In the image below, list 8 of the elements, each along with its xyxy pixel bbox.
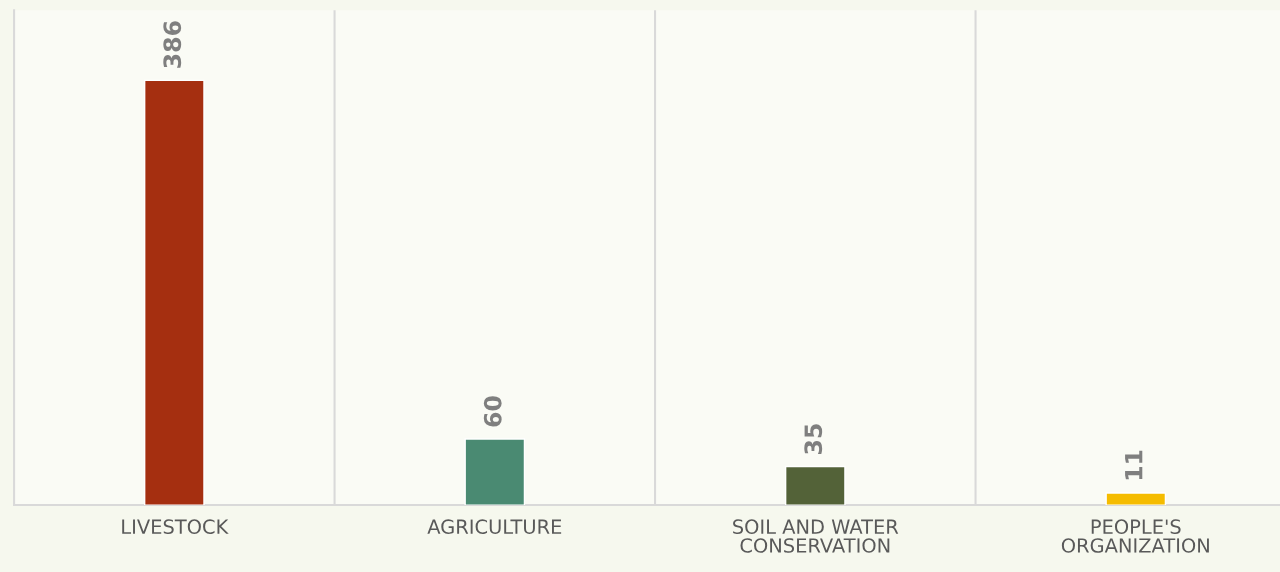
data-label: 35 xyxy=(804,424,823,454)
x-tick-label: AGRICULTURE xyxy=(427,519,562,535)
x-tick-label: SOIL AND WATER CONSERVATION xyxy=(733,519,899,553)
data-label: 11 xyxy=(1125,450,1143,480)
x-tick-label: LIVESTOCK xyxy=(122,519,229,535)
data-label: 60 xyxy=(483,396,502,427)
x-tick-label: PEOPLE'S ORGANIZATION xyxy=(1061,519,1209,553)
data-label: 386 xyxy=(163,21,182,68)
